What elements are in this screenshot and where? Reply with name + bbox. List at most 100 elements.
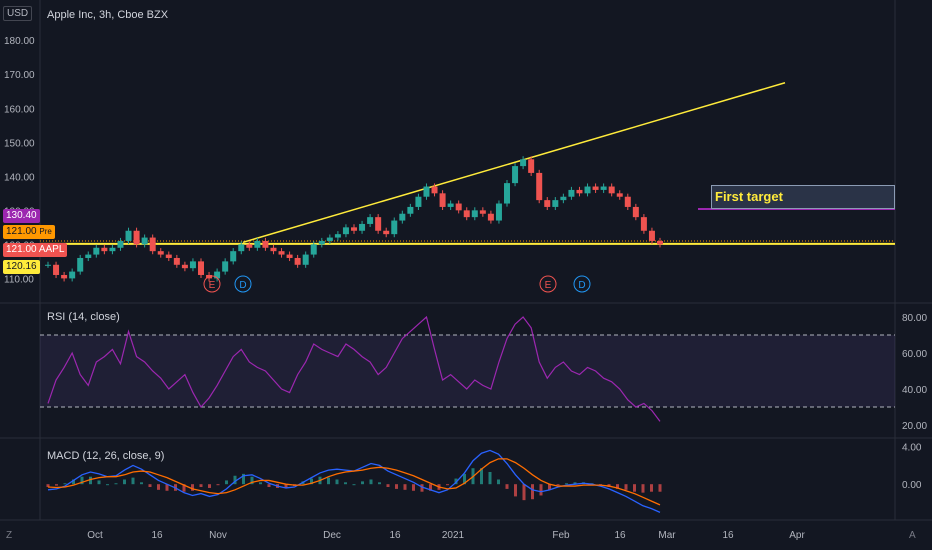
rsi-line (47, 315, 661, 422)
candle (133, 230, 140, 245)
candle (487, 213, 494, 221)
macd-histogram-bar (514, 484, 517, 497)
time-tick-label: 16 (722, 530, 734, 541)
candle (584, 186, 591, 194)
macd-histogram-bar (182, 484, 186, 492)
candle (415, 196, 422, 207)
macd-histogram-bar (123, 479, 126, 485)
macd-histogram-bar (522, 484, 526, 501)
candle (222, 261, 229, 272)
currency-button[interactable]: USD (3, 6, 33, 21)
time-tick-label: Oct (87, 530, 103, 541)
candle (624, 196, 631, 207)
price-tick-label: 180.00 (4, 36, 35, 47)
price-tag-purple: 130.40 (3, 209, 40, 223)
candle (528, 159, 535, 173)
earnings-marker (539, 275, 557, 293)
candle (431, 186, 438, 194)
candle (45, 264, 51, 266)
candle (141, 237, 148, 245)
macd-histogram-bar (250, 476, 254, 485)
macd-histogram-bar (114, 483, 118, 485)
candle (93, 247, 100, 255)
candle (286, 254, 293, 258)
macd-histogram-bar (242, 473, 245, 485)
macd-histogram-bar (412, 484, 415, 491)
macd-histogram-bar (395, 484, 398, 489)
macd-histogram-bar (352, 484, 356, 486)
macd-histogram-bar (259, 482, 262, 485)
macd-histogram-bar (97, 480, 101, 485)
marker-label: E (209, 280, 216, 291)
macd-histogram-bar (216, 484, 220, 486)
candle (173, 257, 180, 265)
macd-histogram-bar (148, 484, 152, 488)
candle (560, 196, 567, 201)
candle (391, 220, 398, 235)
rsi-label[interactable]: RSI (14, close) (47, 311, 120, 323)
macd-histogram-bar (480, 468, 483, 485)
candle (270, 247, 277, 252)
macd-histogram-bar (378, 482, 381, 485)
rsi-tick-label: 80.00 (902, 313, 927, 324)
candle (423, 186, 430, 197)
time-tick-label: 2021 (442, 530, 465, 541)
signal-line (47, 458, 661, 506)
macd-histogram-bar (157, 484, 160, 490)
macd-histogram-bar (463, 473, 466, 485)
candle (101, 247, 108, 252)
auto-scale-button[interactable]: A (909, 530, 916, 541)
candle (61, 274, 68, 279)
candle (439, 193, 446, 207)
candle (310, 244, 317, 255)
price-tick-label: 110.00 (4, 274, 34, 285)
dividend-marker (573, 275, 591, 293)
macd-histogram-bar (505, 484, 509, 489)
marker-label: D (578, 280, 585, 291)
candle (616, 193, 623, 197)
candle (109, 247, 116, 252)
candle (544, 200, 551, 207)
price-tick-label: 150.00 (4, 138, 35, 149)
candle (536, 172, 543, 201)
zoom-icon[interactable]: Z (6, 530, 13, 541)
macd-label[interactable]: MACD (12, 26, close, 9) (47, 450, 165, 462)
candle (592, 186, 599, 190)
macd-histogram-bar (556, 484, 560, 486)
macd-histogram-bar (446, 484, 449, 486)
macd-histogram-bar (55, 484, 58, 486)
macd-histogram-bar (199, 484, 203, 488)
macd-histogram-bar (89, 476, 92, 485)
candle (447, 203, 454, 207)
candle (463, 210, 470, 218)
macd-histogram-bar (284, 484, 288, 488)
macd-histogram-bar (344, 482, 347, 485)
candle (278, 251, 285, 255)
candle (632, 206, 639, 218)
price-tag-aapl: 121.00 AAPL (3, 243, 68, 257)
candle (165, 254, 172, 258)
rsi-tick-label: 60.00 (902, 349, 927, 360)
marker-label: D (239, 280, 246, 291)
candle (189, 261, 196, 269)
candle (608, 186, 615, 194)
macd-histogram-bar (140, 482, 143, 485)
price-tick-label: 140.00 (4, 172, 35, 183)
time-tick-label: Nov (209, 530, 227, 541)
first-target-label[interactable]: First target (711, 185, 895, 209)
macd-histogram-bar (233, 475, 237, 485)
candle (53, 264, 60, 275)
candle (407, 206, 414, 214)
candle (600, 186, 607, 190)
price-tag-yellow: 120.16 (3, 260, 40, 274)
candle (495, 203, 502, 221)
candle (125, 230, 132, 241)
candle (568, 189, 575, 197)
candle (648, 230, 655, 241)
macd-histogram-bar (131, 477, 135, 485)
macd-histogram-bar (386, 484, 390, 488)
candle (214, 271, 221, 279)
candle (302, 254, 309, 265)
candle (334, 234, 341, 238)
